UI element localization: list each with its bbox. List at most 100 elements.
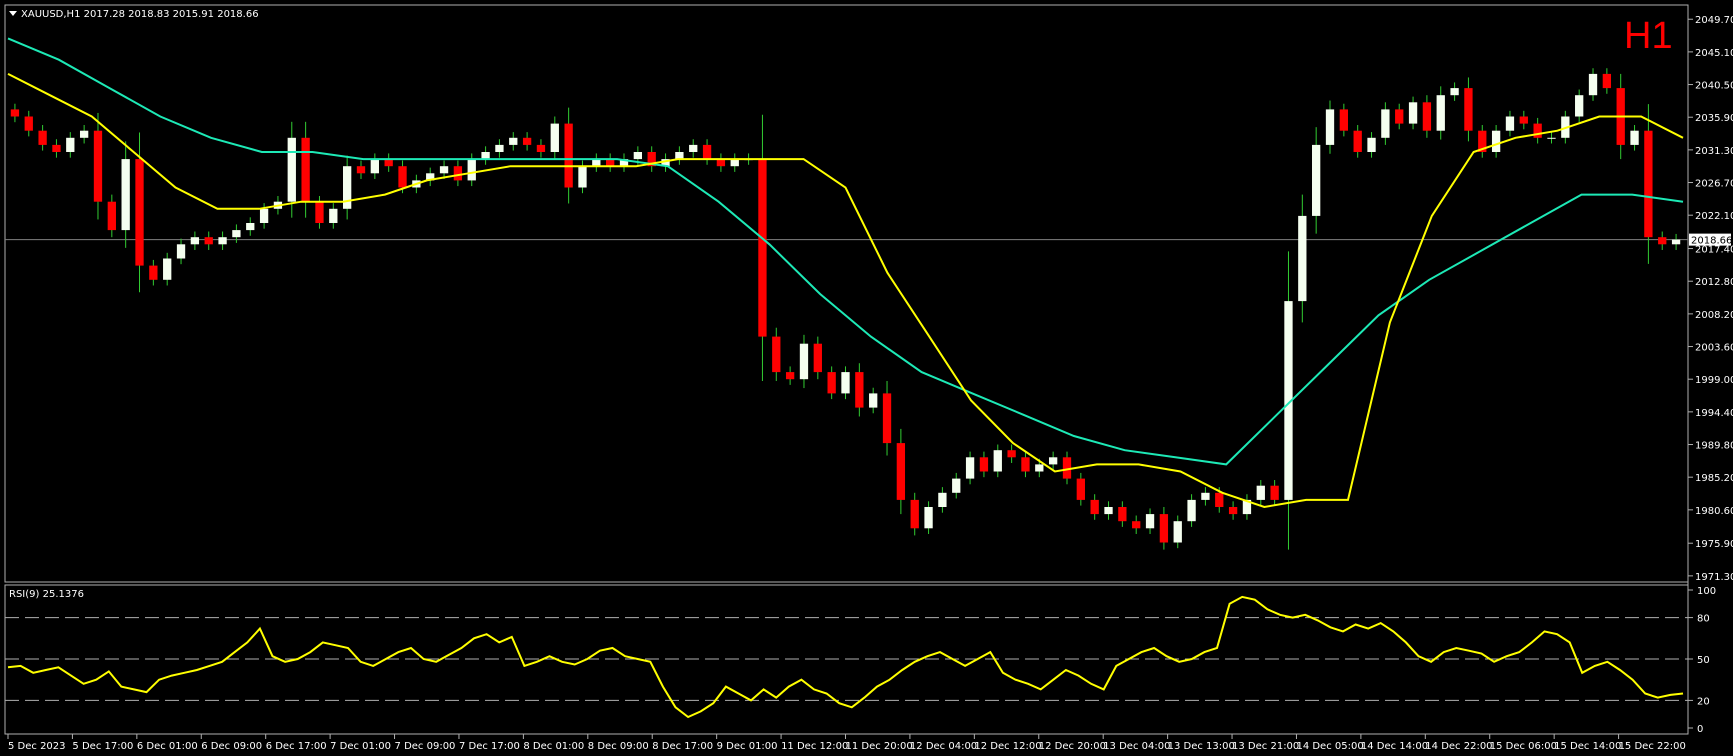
candle-body [453,166,463,181]
time-tick-label: 12 Dec 12:00 [974,741,1041,752]
time-tick-label: 11 Dec 12:00 [781,741,848,752]
candle-body [1062,457,1072,479]
price-tick-label: 2031.30 [1695,146,1733,157]
time-tick-label: 13 Dec 04:00 [1103,741,1170,752]
price-tick-label: 2022.10 [1695,211,1733,222]
candle-body [647,152,656,167]
candle-body [855,372,864,408]
time-tick-label: 6 Dec 01:00 [137,741,198,752]
price-tick-label: 2049.70 [1695,15,1733,26]
candle-body [246,223,255,231]
candle-body [10,109,20,117]
candle-body [1256,485,1265,500]
rsi-tick-label: 0 [1697,724,1703,735]
time-tick-label: 14 Dec 14:00 [1361,741,1428,752]
candle-body [52,144,61,152]
candle-body [1491,130,1501,152]
time-tick-label: 11 Dec 20:00 [846,741,913,752]
candle-body [343,166,352,209]
time-tick-label: 8 Dec 17:00 [652,741,713,752]
candle-body [1201,492,1210,500]
symbol-header: XAUUSD,H1 2017.28 2018.83 2015.91 2018.6… [21,9,259,20]
candle-body [1505,116,1515,131]
candle-body [758,159,767,337]
candle-body [896,443,906,500]
candle-body [1367,137,1376,152]
price-tick-label: 1989.80 [1695,441,1733,452]
candle-body [1215,492,1224,507]
candle-body [1353,130,1362,152]
candle-body [66,137,75,152]
time-tick-label: 7 Dec 09:00 [395,741,456,752]
time-tick-label: 12 Dec 20:00 [1039,741,1106,752]
candle-body [785,372,795,380]
candle-body [661,159,670,167]
time-tick-label: 14 Dec 22:00 [1425,741,1492,752]
price-tick-label: 2003.60 [1695,343,1733,354]
rsi-line [7,595,1684,719]
candle-body [827,372,836,394]
candle-body [287,137,296,202]
candle-body [1298,215,1307,302]
candle-body [882,393,892,444]
candles [10,68,1681,550]
time-tick-label: 5 Dec 2023 [8,741,66,752]
price-tick-label: 2008.20 [1695,310,1733,321]
candle-body [869,393,878,408]
candle-body [716,159,726,167]
candle-body [1007,450,1016,458]
candle-body [93,130,103,202]
candle-body [1173,521,1182,543]
candle-body [1478,130,1487,152]
candle-body [606,159,615,167]
candle-body [1021,457,1030,472]
candle-body [384,159,393,167]
candle-body [633,152,643,160]
candle-body [564,123,573,188]
candle-body [1436,95,1445,131]
candle-body [204,237,213,245]
price-tick-label: 2040.50 [1695,81,1733,92]
candle-body [176,244,186,259]
candle-body [1090,499,1099,515]
price-tick-label: 2012.80 [1695,277,1733,288]
candle-body [1588,73,1598,96]
candle-body [163,258,172,280]
price-tag-text: 2018.66 [1691,236,1732,247]
candle-body [1630,130,1639,145]
candle-body [1325,109,1335,145]
candle-body [1284,301,1293,500]
candle-body [79,130,89,138]
time-axis: 5 Dec 2023 5 Dec 17:00 6 Dec 01:00 6 Dec 09… [7,734,1686,752]
rsi-tick-label: 80 [1697,614,1710,625]
candle-body [1228,507,1238,515]
candle-body [1159,514,1169,543]
time-tick-label: 6 Dec 09:00 [201,741,262,752]
candle-body [1270,485,1279,500]
price-tick-label: 2035.90 [1695,113,1733,124]
candle-body [439,166,449,174]
time-tick-label: 9 Dec 01:00 [717,741,778,752]
candle-body [1118,507,1127,522]
candle-body [1671,239,1681,245]
collapse-triangle-icon[interactable] [9,11,17,16]
candle-body [965,457,975,479]
time-tick-label: 15 Dec 22:00 [1619,741,1686,752]
candle-body [813,343,822,373]
ma-slow-line [7,37,1684,466]
candle-body [979,457,989,472]
time-tick-label: 6 Dec 17:00 [266,741,327,752]
price-tick-label: 2017.40 [1695,245,1733,256]
time-tick-label: 15 Dec 14:00 [1554,741,1621,752]
time-tick-label: 15 Dec 06:00 [1490,741,1557,752]
candle-body [993,450,1002,472]
candle-body [426,173,435,181]
candle-body [190,237,200,245]
candle-body [1187,499,1196,522]
candle-body [135,159,144,266]
candle-body [398,166,407,188]
candle-body [1658,237,1667,245]
candle-body [301,137,310,202]
ma-fast-line [7,73,1684,509]
